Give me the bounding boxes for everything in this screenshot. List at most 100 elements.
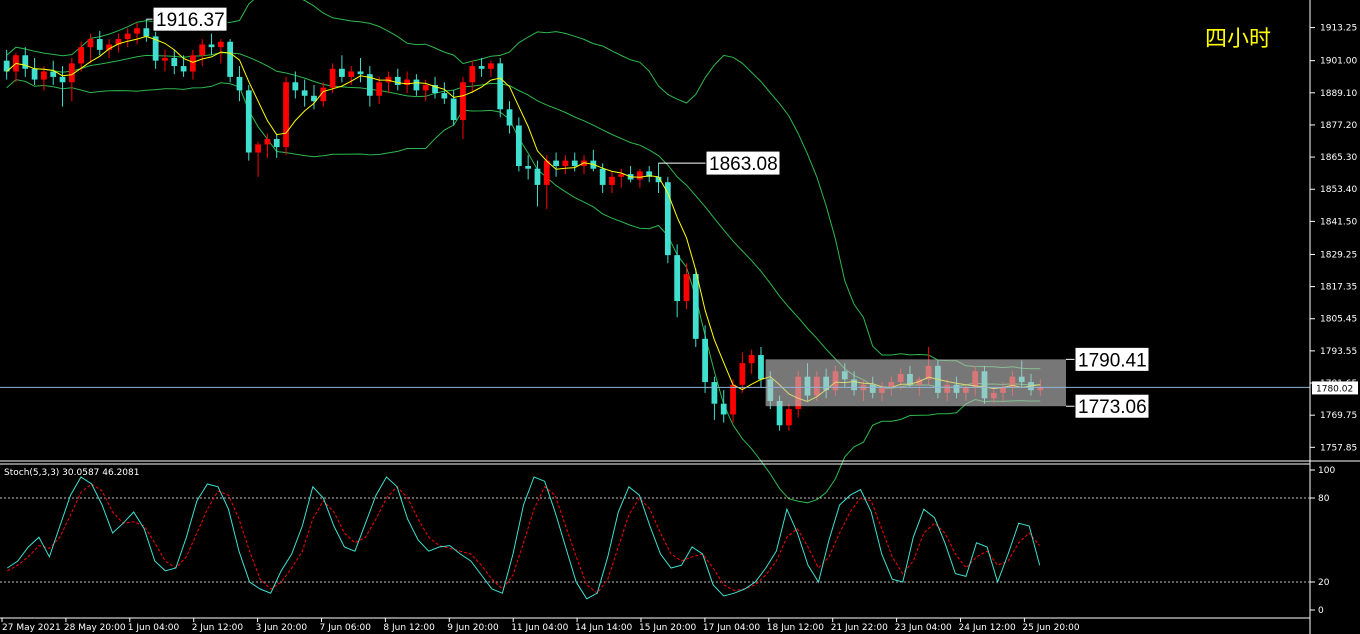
candle	[217, 39, 224, 64]
time-tick-label: 25 Jun 20:00	[1022, 623, 1079, 633]
price-tick-label: 1805.45	[1320, 315, 1357, 325]
candle-body	[618, 174, 625, 177]
candle	[720, 390, 727, 423]
current-price-tag	[1312, 381, 1358, 395]
candle-body	[720, 403, 727, 415]
candle	[674, 244, 681, 318]
candle	[404, 71, 410, 94]
candle-body	[758, 355, 764, 380]
candle-body	[674, 255, 681, 302]
price-tick-label: 1829.25	[1320, 250, 1357, 260]
candle	[227, 39, 234, 83]
annotation-box	[1074, 393, 1150, 419]
candle	[394, 68, 401, 91]
time-tick-label: 17 Jun 04:00	[703, 623, 760, 633]
candle-body	[190, 55, 196, 72]
candle	[646, 166, 653, 183]
candle	[152, 28, 159, 69]
candle	[758, 346, 764, 388]
candle-body	[22, 55, 29, 69]
candle	[115, 33, 122, 53]
candle	[190, 49, 196, 80]
candle-body	[543, 160, 550, 185]
candle-body	[329, 68, 336, 88]
price-tick-label: 1817.35	[1320, 283, 1357, 293]
candle-body	[525, 166, 532, 169]
price-tick-label: 1913.25	[1320, 24, 1357, 34]
candle-body	[227, 41, 234, 77]
candle-body	[96, 39, 103, 50]
price-tick-label: 1769.75	[1320, 411, 1357, 421]
price-tick-label: 1853.40	[1320, 185, 1357, 195]
candle	[730, 379, 736, 423]
candle	[664, 176, 671, 264]
candle-body	[441, 93, 448, 99]
candle	[441, 82, 448, 104]
candle	[748, 349, 755, 374]
candle-body	[711, 382, 718, 404]
time-tick-label: 23 Jun 04:00	[895, 623, 952, 633]
stochastic-panel: Stoch(5,3,3) 30.0587 46.2081 100 80 20 0	[0, 466, 1335, 616]
candle	[450, 90, 457, 126]
price-tick-label: 1889.10	[1320, 89, 1357, 99]
candle	[78, 41, 85, 72]
candle	[31, 57, 38, 85]
candle-body	[292, 82, 299, 91]
price-annotation: 1773.06	[1066, 393, 1150, 419]
candle	[618, 168, 625, 188]
candle-body	[460, 82, 466, 121]
candle	[199, 39, 206, 67]
candle-body	[413, 79, 420, 91]
price-panel: 1916.37 1863.08 1790.41 1773.06 四小时	[0, 0, 1310, 504]
candle	[432, 76, 438, 99]
time-tick-label: 8 Jun 12:00	[383, 623, 435, 633]
candle	[339, 55, 345, 83]
candle-body	[478, 66, 485, 69]
time-tick-label: 1 Jun 04:00	[128, 623, 180, 633]
candle	[478, 57, 485, 77]
annotation-label: 1790.41	[1078, 350, 1147, 371]
candle	[506, 101, 513, 134]
candle-body	[3, 60, 10, 72]
candle-body	[134, 28, 140, 34]
candle	[609, 171, 615, 194]
price-tick-label: 1757.85	[1320, 443, 1357, 453]
stochastic-tick-label: 20	[1318, 578, 1330, 588]
candle-body	[730, 384, 736, 415]
price-tick-label: 1877.20	[1320, 121, 1357, 131]
candle-body	[264, 138, 271, 145]
candle-body	[394, 76, 401, 85]
consolidation-range-box	[765, 359, 1066, 407]
stochastic-signal-line	[7, 483, 1041, 594]
candle-body	[786, 409, 792, 426]
candle-body	[152, 36, 159, 61]
stochastic-tick-label: 100	[1318, 466, 1335, 476]
candle-body	[515, 125, 522, 167]
bollinger-lower-band	[6, 79, 1041, 504]
candle	[22, 47, 29, 77]
chart-title: 四小时	[1205, 27, 1271, 52]
time-axis: 27 May 2021 28 May 20:00 1 Jun 04:00 2 Jun …	[1, 618, 1080, 633]
time-tick-label: 11 Jun 04:00	[511, 623, 568, 633]
candle-body	[217, 41, 224, 48]
candle	[469, 60, 476, 94]
candle	[571, 152, 578, 172]
candle-body	[385, 76, 392, 83]
time-tick-label: 14 Jun 14:00	[575, 623, 632, 633]
price-tick-label: 1865.30	[1320, 153, 1357, 163]
candle-body	[366, 74, 373, 96]
candle-body	[655, 176, 662, 183]
time-tick-label: 2 Jun 12:00	[192, 623, 244, 633]
price-panel-background	[0, 0, 1310, 462]
candle-body	[562, 160, 569, 167]
candle	[292, 71, 299, 99]
candle	[208, 33, 215, 56]
time-tick-label: 24 Jun 12:00	[959, 623, 1016, 633]
candle	[488, 60, 494, 77]
candle-body	[339, 68, 345, 77]
candle-body	[702, 338, 708, 383]
candle	[245, 84, 252, 161]
candle-body	[162, 57, 168, 61]
candle	[311, 84, 317, 110]
price-tick-label: 1901.00	[1320, 57, 1357, 67]
